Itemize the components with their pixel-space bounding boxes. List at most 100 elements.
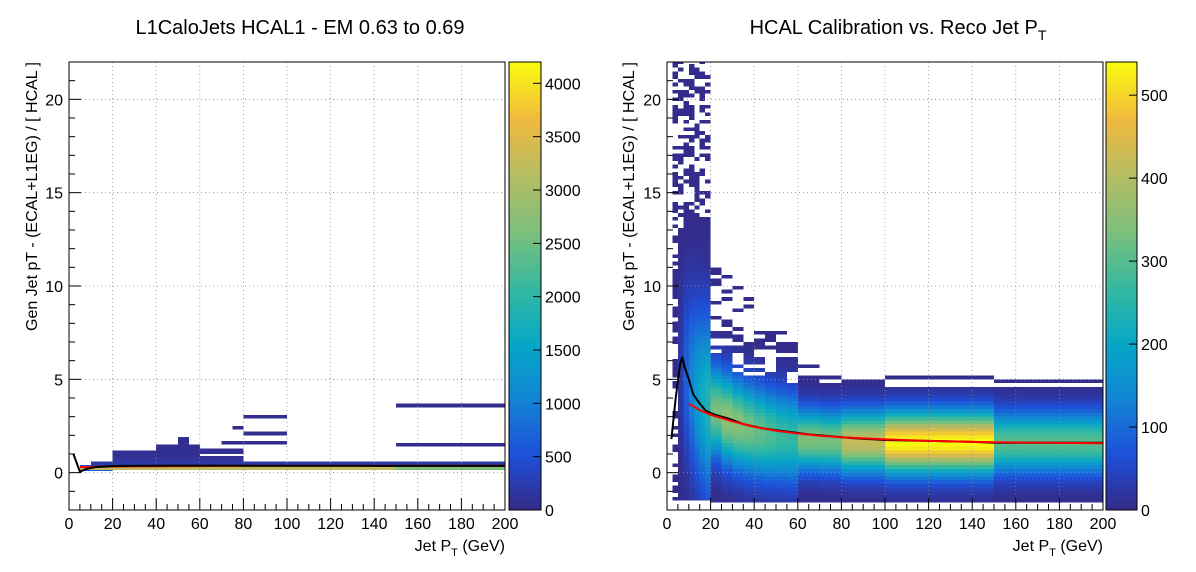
heatmap-cell	[994, 416, 1103, 421]
heatmap-cell	[743, 454, 755, 458]
heatmap-cell	[705, 340, 711, 344]
heatmap-cell	[694, 493, 700, 497]
heatmap-cell	[683, 336, 689, 341]
heatmap-cell	[732, 435, 744, 440]
heatmap-cell	[754, 360, 766, 365]
heatmap-cell	[699, 261, 706, 266]
heatmap-cell	[754, 345, 766, 350]
heatmap-cell	[688, 112, 695, 117]
heatmap-cell	[786, 409, 798, 413]
heatmap-cell	[885, 476, 994, 481]
heatmap-cell	[672, 485, 678, 490]
heatmap-cell	[885, 398, 994, 402]
heatmap-cell	[776, 465, 787, 469]
heatmap-cell	[677, 299, 684, 303]
heatmap-cell	[786, 439, 798, 443]
heatmap-cell	[677, 370, 684, 374]
heatmap-cell	[705, 392, 711, 397]
heatmap-cell	[705, 332, 711, 337]
heatmap-cell	[776, 379, 787, 384]
heatmap-cell	[90, 461, 506, 467]
heatmap-cell	[710, 360, 722, 365]
heatmap-cell	[683, 224, 689, 229]
heatmap-cell	[672, 172, 678, 176]
heatmap-cell	[743, 386, 755, 391]
heatmap-cell	[694, 157, 700, 161]
heatmap-cell	[672, 239, 678, 244]
heatmap-cell	[688, 179, 695, 184]
heatmap-cell	[699, 314, 706, 318]
heatmap-cell	[721, 424, 733, 428]
heatmap-cell	[885, 424, 994, 428]
heatmap-cell	[841, 383, 885, 387]
heatmap-cell	[994, 461, 1103, 466]
heatmap-cell	[694, 235, 700, 240]
heatmap-cell	[705, 269, 711, 273]
heatmap-cell	[885, 472, 994, 477]
heatmap-cell	[705, 336, 711, 341]
heatmap-cell	[819, 390, 842, 395]
heatmap-cell	[694, 411, 700, 415]
heatmap-cell	[776, 349, 787, 354]
heatmap-cell	[994, 390, 1103, 395]
heatmap-cell	[776, 435, 787, 440]
heatmap-cell	[699, 131, 706, 135]
heatmap-cell	[786, 461, 798, 466]
heatmap-cell	[672, 272, 678, 277]
heatmap-cell	[688, 276, 695, 281]
heatmap-cell	[677, 146, 684, 150]
heatmap-cell	[694, 328, 700, 333]
heatmap-cell	[885, 454, 994, 458]
heatmap-cell	[710, 495, 722, 499]
heatmap-cell	[994, 439, 1103, 443]
heatmap-cell	[754, 424, 766, 428]
heatmap-cell	[672, 62, 678, 64]
heatmap-cell	[677, 351, 684, 356]
heatmap-cell	[765, 398, 776, 402]
heatmap-cell	[743, 446, 755, 451]
heatmap-cell	[694, 366, 700, 370]
heatmap-cell	[694, 258, 700, 262]
heatmap-cell	[672, 295, 678, 300]
heatmap-cell	[786, 491, 798, 496]
x-tick-label: 20	[702, 516, 720, 533]
heatmap-cell	[694, 440, 700, 445]
heatmap-cell	[672, 325, 678, 329]
heatmap-cell	[688, 366, 695, 370]
heatmap-cell	[786, 476, 798, 481]
heatmap-cell	[754, 356, 766, 361]
heatmap-cell	[743, 297, 755, 301]
heatmap-cell	[683, 287, 689, 292]
heatmap-cell	[786, 480, 798, 484]
heatmap-cell	[672, 287, 678, 292]
heatmap-cell	[754, 412, 766, 417]
heatmap-cell	[694, 340, 700, 344]
heatmap-cell	[677, 78, 684, 83]
heatmap-cell	[776, 342, 787, 346]
heatmap-cell	[721, 495, 733, 499]
heatmap-cell	[743, 495, 755, 499]
heatmap-cell	[819, 472, 842, 477]
heatmap-cell	[699, 448, 706, 453]
x-tick-label: 200	[1090, 516, 1117, 533]
heatmap-cell	[841, 495, 885, 499]
heatmap-cell	[786, 416, 798, 421]
y-tick-label: 10	[45, 279, 63, 296]
heatmap-cell	[765, 491, 776, 496]
heatmap-cell	[677, 399, 684, 404]
heatmap-cell	[705, 448, 711, 453]
x-tick-label: 160	[404, 516, 431, 533]
heatmap-cell	[694, 314, 700, 318]
heatmap-cell	[699, 478, 706, 482]
heatmap-cell	[672, 444, 678, 449]
heatmap-cell	[699, 280, 706, 285]
heatmap-cell	[705, 228, 711, 232]
heatmap-cell	[694, 399, 700, 404]
heatmap-cell	[754, 480, 766, 484]
heatmap-cell	[705, 422, 711, 426]
heatmap-cell	[710, 480, 722, 484]
heatmap-cell	[688, 224, 695, 229]
heatmap-cell	[786, 424, 798, 428]
heatmap-cells	[79, 403, 506, 471]
heatmap-cell	[754, 439, 766, 443]
